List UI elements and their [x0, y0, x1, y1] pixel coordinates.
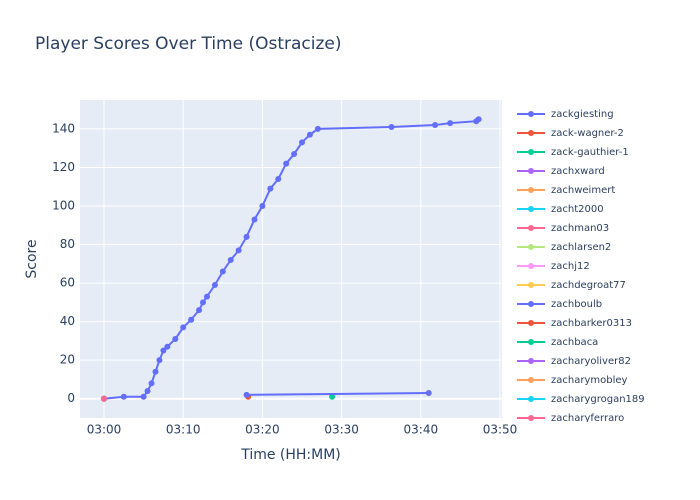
data-point: [156, 357, 163, 364]
plot: [100, 116, 482, 402]
data-point: [203, 293, 210, 300]
series-line: [103, 118, 480, 400]
data-point: [172, 335, 179, 342]
data-point: [144, 388, 151, 395]
legend-marker: [528, 168, 534, 174]
series-line: [246, 391, 429, 396]
legend-label: zacharyferraro: [551, 413, 624, 424]
data-point: [425, 389, 432, 396]
legend-marker: [528, 282, 534, 288]
data-point: [196, 307, 203, 314]
legend-marker: [528, 396, 534, 402]
data-point: [219, 268, 226, 275]
legend-marker: [528, 339, 534, 345]
data-point: [160, 347, 167, 354]
data-point: [283, 160, 290, 167]
plot-area: [80, 100, 502, 418]
data-point: [140, 393, 147, 400]
legend-label: zackgiesting: [551, 109, 614, 120]
legend-marker: [528, 130, 534, 136]
y-tick-label: 140: [52, 121, 75, 135]
grid: [80, 100, 502, 418]
y-tick-label: 40: [60, 314, 75, 328]
x-tick-label: 03:40: [404, 423, 439, 437]
legend-label: zachbarker0313: [551, 318, 632, 329]
legend-label: zachxward: [551, 166, 605, 177]
data-point: [243, 391, 250, 398]
y-tick-label: 80: [60, 237, 75, 251]
legend-label: zack-wagner-2: [551, 128, 624, 139]
data-point: [299, 139, 306, 146]
legend-label: zachdegroat77: [551, 280, 626, 291]
data-point: [180, 324, 187, 331]
data-point: [291, 150, 298, 157]
legend-marker: [528, 377, 534, 383]
legend-label: zachj12: [551, 261, 590, 272]
data-point: [251, 216, 258, 223]
data-point: [200, 299, 207, 306]
legend-label: zacharymobley: [551, 375, 628, 386]
data-point: [120, 393, 127, 400]
data-point: [259, 203, 266, 209]
legend-marker: [528, 111, 534, 117]
legend-marker: [528, 149, 534, 155]
data-point: [306, 131, 313, 138]
legend-marker: [528, 225, 534, 231]
y-axis-title: Score: [24, 239, 40, 278]
legend-label: zacharygrogan189: [551, 394, 645, 405]
legend-label: zachbaca: [551, 337, 598, 348]
x-axis-title: Time (HH:MM): [240, 447, 341, 463]
data-point: [235, 247, 242, 254]
data-point: [164, 343, 171, 350]
legend-marker: [528, 244, 534, 250]
y-tick-label: 20: [60, 353, 75, 367]
legend-label: zachlarsen2: [551, 242, 611, 253]
data-point: [432, 122, 439, 129]
data-point: [447, 120, 454, 127]
y-tick-label: 100: [52, 199, 75, 213]
data-point: [152, 368, 159, 375]
legend-marker: [528, 415, 534, 421]
legend-marker: [528, 301, 534, 307]
x-tick-label: 03:30: [324, 423, 359, 437]
data-point: [100, 395, 107, 402]
data-point: [475, 116, 482, 123]
legend-marker: [528, 206, 534, 212]
x-tick-label: 03:50: [483, 423, 518, 437]
data-point: [211, 282, 218, 289]
data-point: [329, 393, 336, 400]
chart-title: Player Scores Over Time (Ostracize): [35, 34, 342, 54]
data-point: [188, 316, 195, 323]
legend-label: zachweimert: [551, 185, 615, 196]
data-point: [148, 380, 155, 387]
legend-label: zack-gauthier-1: [551, 147, 629, 158]
legend-marker: [528, 187, 534, 193]
legend-label: zacht2000: [551, 204, 604, 215]
data-point: [314, 125, 321, 132]
x-tick-label: 03:10: [166, 423, 201, 437]
data-point: [275, 176, 282, 183]
data-point: [388, 123, 395, 130]
legend-label: zachman03: [551, 223, 609, 234]
legend: zackgiesting zack-wagner-2 zack-gauthier-1…: [517, 109, 645, 424]
data-point: [267, 185, 274, 192]
legend-marker: [528, 320, 534, 326]
data-point: [243, 233, 250, 240]
y-tick-label: 120: [52, 160, 75, 174]
x-tick-label: 03:00: [87, 423, 122, 437]
y-tick-label: 60: [60, 276, 75, 290]
x-tick-label: 03:20: [245, 423, 280, 437]
y-tick-label: 0: [67, 391, 75, 405]
data-point: [227, 256, 234, 263]
legend-label: zacharyoliver82: [551, 356, 631, 367]
legend-marker: [528, 358, 534, 364]
legend-label: zachboulb: [551, 299, 602, 310]
legend-marker: [528, 263, 534, 269]
